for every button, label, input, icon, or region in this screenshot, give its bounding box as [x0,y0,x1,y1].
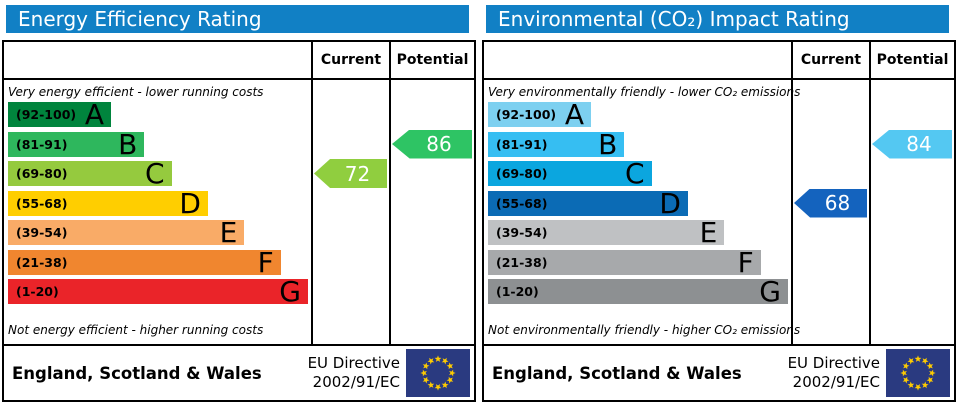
region-label: England, Scotland & Wales [12,363,262,383]
band-range: (69-80) [496,166,548,181]
rating-band-e: (39-54) E [8,216,245,249]
rating-band-g: (1-20) G [488,275,788,308]
band-range: (1-20) [16,284,59,299]
rating-band-c: (69-80) C [488,157,652,190]
top-caption: Very environmentally friendly - lower CO… [488,85,801,99]
eu-flag-icon [886,349,950,397]
eu-directive-line1: EU Directive [307,354,400,372]
environmental-rating-table: Current Potential Very environmentally f… [482,40,956,402]
band-letter: G [759,275,781,308]
eu-directive-line2: 2002/91/EC [312,373,400,391]
band-letter: E [219,216,238,249]
rating-band-a: (92-100) A [8,98,112,131]
panel-footer: England, Scotland & Wales EU Directive 2… [4,344,474,400]
eu-flag-icon [406,349,470,397]
band-scale-cell: Very environmentally friendly - lower CO… [484,80,801,344]
band-range: (39-54) [16,225,68,240]
current-rating-value: 68 [824,191,851,215]
empty-header-cell [484,42,791,78]
eu-directive-line1: EU Directive [787,354,880,372]
energy-panel-title: Energy Efficiency Rating [6,5,469,33]
potential-rating-column: 84 [869,80,954,344]
rating-bands: (92-100) A (81-91) B (69-80) C (55-68) D [4,98,311,308]
rating-band-b: (81-91) B [8,127,145,161]
column-header-row: Current Potential [484,42,954,80]
rating-band-d: (55-68) D [8,186,208,220]
rating-scale-area: Very environmentally friendly - lower CO… [484,80,954,344]
potential-column-header: Potential [389,42,474,78]
current-rating-column: 68 [791,80,869,344]
current-rating-value: 72 [344,161,371,186]
rating-band-b: (81-91) B [488,127,625,161]
column-header-row: Current Potential [4,42,474,80]
band-letter: C [145,157,165,190]
rating-band-f: (21-38) F [488,245,761,279]
band-letter: B [118,127,138,161]
rating-band-a: (92-100) A [488,98,592,131]
band-letter: A [564,98,585,131]
band-range: (1-20) [496,284,539,299]
band-range: (69-80) [16,166,68,181]
band-range: (81-91) [496,136,548,152]
panel-footer: England, Scotland & Wales EU Directive 2… [484,344,954,400]
potential-rating-arrow: 84 [872,129,952,159]
rating-bands: (92-100) A (81-91) B (69-80) C (55-68) D [484,98,791,308]
rating-band-d: (55-68) D [488,186,688,220]
environmental-impact-panel: Environmental (CO₂) Impact Rating Curren… [480,0,957,404]
potential-rating-value: 86 [426,132,452,156]
potential-rating-arrow: 86 [392,129,472,159]
empty-header-cell [4,42,311,78]
band-letter: E [699,216,718,249]
band-letter: A [84,98,105,131]
rating-band-g: (1-20) G [8,275,308,308]
potential-rating-column: 86 [389,80,474,344]
bottom-caption: Not environmentally friendly - higher CO… [488,323,801,337]
band-letter: B [598,127,618,161]
band-range: (81-91) [16,136,68,152]
top-caption: Very energy efficient - lower running co… [8,85,264,99]
band-letter: G [279,275,301,308]
band-scale-cell: Very energy efficient - lower running co… [4,80,311,344]
band-range: (21-38) [16,254,68,270]
region-label: England, Scotland & Wales [492,363,742,383]
band-range: (55-68) [496,195,548,211]
band-range: (55-68) [16,195,68,211]
rating-band-c: (69-80) C [8,157,172,190]
band-letter: D [179,186,201,220]
band-range: (21-38) [496,254,548,270]
band-letter: F [737,245,754,279]
band-range: (92-100) [16,107,77,122]
band-range: (92-100) [496,107,557,122]
energy-efficiency-panel: Energy Efficiency Rating Current Potenti… [0,0,477,404]
energy-rating-table: Current Potential Very energy efficient … [2,40,476,402]
band-range: (39-54) [496,225,548,240]
current-rating-column: 72 [311,80,389,344]
band-letter: C [625,157,645,190]
rating-band-f: (21-38) F [8,245,281,279]
current-column-header: Current [311,42,389,78]
eu-directive-label: EU Directive 2002/91/EC [788,354,880,392]
eu-directive-label: EU Directive 2002/91/EC [308,354,400,392]
current-rating-arrow: 68 [794,188,867,218]
potential-column-header: Potential [869,42,954,78]
potential-rating-value: 84 [906,132,932,156]
bottom-caption: Not energy efficient - higher running co… [8,323,264,337]
eu-directive-line2: 2002/91/EC [792,373,880,391]
rating-band-e: (39-54) E [488,216,725,249]
current-column-header: Current [791,42,869,78]
band-letter: D [659,186,681,220]
current-rating-arrow: 72 [314,159,387,188]
environmental-panel-title: Environmental (CO₂) Impact Rating [486,5,949,33]
band-letter: F [257,245,274,279]
rating-scale-area: Very energy efficient - lower running co… [4,80,474,344]
